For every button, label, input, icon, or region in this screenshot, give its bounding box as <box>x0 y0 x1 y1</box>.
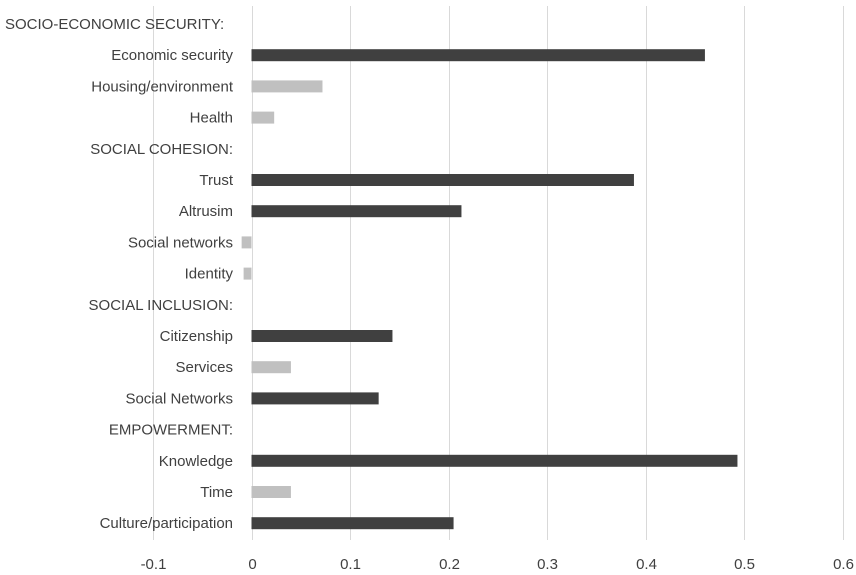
bar-citizenship <box>251 330 393 342</box>
category-label: Citizenship <box>160 328 233 345</box>
category-group-header: SOCIAL COHESION: <box>90 141 233 158</box>
x-tick-label: 0.5 <box>734 556 755 573</box>
category-label: Knowledge <box>159 453 233 470</box>
category-label: Health <box>190 110 233 127</box>
gridlines <box>153 6 844 540</box>
x-tick-label: 0.2 <box>439 556 460 573</box>
bar-housing-environment <box>251 80 323 93</box>
bar-altrusim <box>251 205 462 218</box>
category-label: Culture/participation <box>100 515 233 532</box>
category-labels: SOCIO-ECONOMIC SECURITY: Economic securit… <box>5 16 234 532</box>
bar-knowledge <box>251 454 738 467</box>
x-tick-label: -0.1 <box>141 556 167 573</box>
x-tick-label: 0 <box>248 556 256 573</box>
bar-time <box>251 486 291 498</box>
category-label: Altrusim <box>179 203 233 220</box>
category-label: Trust <box>199 172 233 189</box>
category-label: Services <box>175 359 233 376</box>
category-label: Economic security <box>111 47 233 64</box>
category-label: Identity <box>185 266 234 283</box>
bar-trust <box>251 174 634 186</box>
category-label: Time <box>200 484 233 501</box>
category-label: Social Networks <box>125 390 233 407</box>
x-tick-label: 0.3 <box>537 556 558 573</box>
bar-social-networks <box>241 236 252 249</box>
category-group-header: SOCIO-ECONOMIC SECURITY: <box>5 16 224 33</box>
bar-services <box>251 361 291 374</box>
category-label: Housing/environment <box>91 78 234 95</box>
bars <box>241 49 738 530</box>
x-tick-label: 0.4 <box>636 556 657 573</box>
category-label: Social networks <box>128 234 233 251</box>
category-group-header: SOCIAL INCLUSION: <box>89 297 233 314</box>
x-axis-tick-labels: -0.1 0 0.1 0.2 0.3 0.4 0.5 0.6 <box>141 556 854 573</box>
bar-economic-security <box>251 49 705 62</box>
bar-social-networks <box>251 392 379 405</box>
bar-identity <box>243 267 252 280</box>
bar-health <box>251 111 275 124</box>
x-tick-label: 0.1 <box>340 556 361 573</box>
category-group-header: EMPOWERMENT: <box>109 422 233 439</box>
x-tick-label: 0.6 <box>833 556 854 573</box>
bar-culture-participation <box>251 517 454 530</box>
